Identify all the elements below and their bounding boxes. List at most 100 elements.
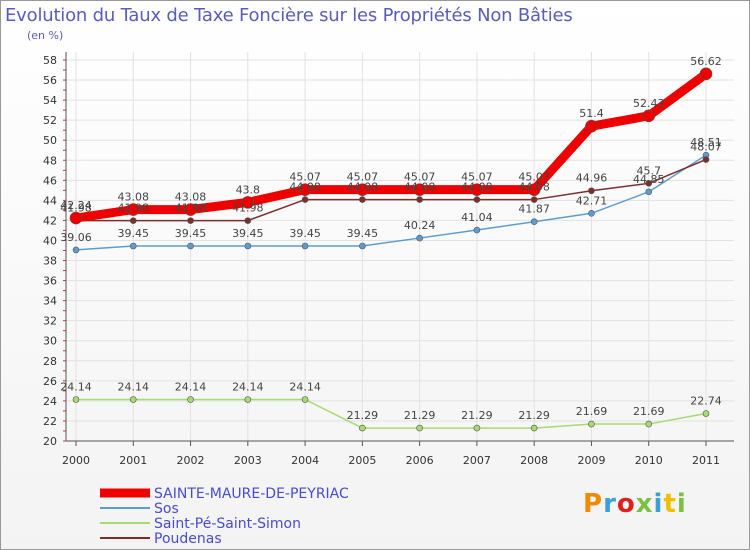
data-point: [530, 424, 538, 432]
series-3: [72, 156, 710, 224]
chart-title: Evolution du Taux de Taxe Foncière sur l…: [5, 5, 573, 26]
data-label: 44.08: [461, 181, 493, 194]
data-point: [473, 226, 481, 234]
data-point: [699, 67, 713, 81]
data-label: 42.71: [576, 194, 608, 207]
data-label: 21.29: [461, 409, 493, 422]
y-tick-label: 38: [43, 255, 57, 268]
series-2: [72, 396, 710, 432]
y-tick-label: 42: [43, 214, 57, 227]
data-point: [416, 424, 423, 432]
proxiti-logo: Proxiti: [583, 489, 687, 519]
y-tick-label: 48: [43, 154, 57, 167]
data-label: 44.85: [633, 173, 665, 186]
data-point: [187, 396, 194, 403]
data-point: [359, 196, 366, 203]
data-label: 21.69: [633, 405, 665, 418]
x-tick-label: 2011: [692, 454, 720, 467]
data-point: [301, 242, 309, 250]
y-tick-label: 58: [43, 54, 57, 67]
data-point: [530, 196, 538, 203]
data-label: 44.08: [347, 181, 379, 194]
data-label: 43.8: [236, 183, 261, 196]
data-point: [184, 203, 197, 216]
y-tick-label: 32: [43, 315, 57, 328]
data-point: [470, 183, 484, 196]
data-label: 41.98: [175, 202, 207, 215]
data-point: [645, 180, 653, 187]
data-point: [473, 196, 481, 203]
data-point: [72, 246, 80, 254]
x-tick-label: 2000: [62, 454, 90, 467]
data-label: 45.07: [289, 171, 321, 184]
data-label: 48.07: [690, 141, 722, 154]
data-point: [301, 196, 309, 203]
legend: SAINTE-MAURE-DE-PEYRIACSosSaint-Pé-Saint…: [100, 486, 349, 547]
data-point: [241, 196, 255, 209]
x-axis-ticks: 2000 2001 2002 2003 2004 2005 2006 2007 2008 2009…: [62, 454, 720, 467]
y-tick-label: 24: [43, 395, 57, 408]
series-0: [69, 67, 713, 225]
data-label: 22.74: [690, 395, 722, 408]
legend-label: SAINTE-MAURE-DE-PEYRIAC: [154, 486, 349, 502]
data-label: 56.62: [690, 55, 722, 68]
data-label: 24.14: [60, 380, 92, 393]
x-tick-label: 2002: [177, 454, 205, 467]
axes: [63, 52, 734, 446]
x-tick-label: 2005: [348, 454, 376, 467]
data-point: [187, 217, 194, 224]
series-line: [75, 158, 707, 222]
y-tick-label: 54: [43, 94, 57, 107]
y-tick-label: 46: [43, 174, 57, 187]
data-point: [129, 242, 137, 250]
data-label: 39.45: [232, 227, 264, 240]
y-tick-label: 22: [43, 415, 57, 428]
y-tick-label: 56: [43, 74, 57, 87]
data-point: [244, 242, 252, 250]
y-tick-label: 50: [43, 134, 57, 147]
data-point: [129, 217, 137, 224]
data-label: 39.45: [347, 227, 379, 240]
y-tick-label: 34: [43, 295, 57, 308]
series-1: [72, 151, 710, 254]
data-point: [702, 156, 710, 163]
x-tick-label: 2008: [520, 454, 548, 467]
data-label: 39.45: [289, 227, 321, 240]
data-point: [69, 211, 83, 225]
x-tick-label: 2010: [635, 454, 663, 467]
data-label: 45.07: [461, 171, 493, 184]
series-group: 39.06 39.45 39.45 39.45 39.45 39.45 40.24 41.04…: [60, 55, 722, 432]
y-tick-label: 20: [43, 435, 57, 448]
x-tick-label: 2003: [234, 454, 262, 467]
data-label: 51.4: [579, 107, 604, 120]
data-label: 41.98: [118, 202, 150, 215]
data-point: [298, 183, 312, 196]
data-label: 24.14: [289, 380, 321, 393]
data-point: [72, 396, 80, 403]
y-tick-label: 36: [43, 275, 57, 288]
data-point: [527, 183, 541, 196]
data-label: 44.08: [289, 181, 321, 194]
legend-label: Saint-Pé-Saint-Simon: [154, 516, 301, 532]
data-point: [585, 119, 598, 133]
data-label: 41.98: [60, 202, 92, 215]
x-tick-label: 2001: [119, 454, 147, 467]
data-label: 24.14: [118, 380, 150, 393]
data-point: [588, 420, 595, 428]
data-label: 21.69: [576, 405, 608, 418]
data-point: [129, 396, 137, 403]
data-label: 39.45: [118, 227, 150, 240]
data-label: 21.29: [518, 409, 550, 422]
data-label: 24.14: [175, 380, 207, 393]
data-label: 41.87: [518, 203, 550, 216]
data-point: [702, 410, 710, 417]
x-tick-label: 2009: [577, 454, 605, 467]
data-label: 24.14: [232, 380, 264, 393]
legend-label: Poudenas: [154, 531, 222, 547]
data-point: [588, 187, 595, 195]
data-label: 41.98: [232, 202, 264, 215]
y-tick-label: 28: [43, 355, 57, 368]
data-point: [416, 234, 423, 242]
